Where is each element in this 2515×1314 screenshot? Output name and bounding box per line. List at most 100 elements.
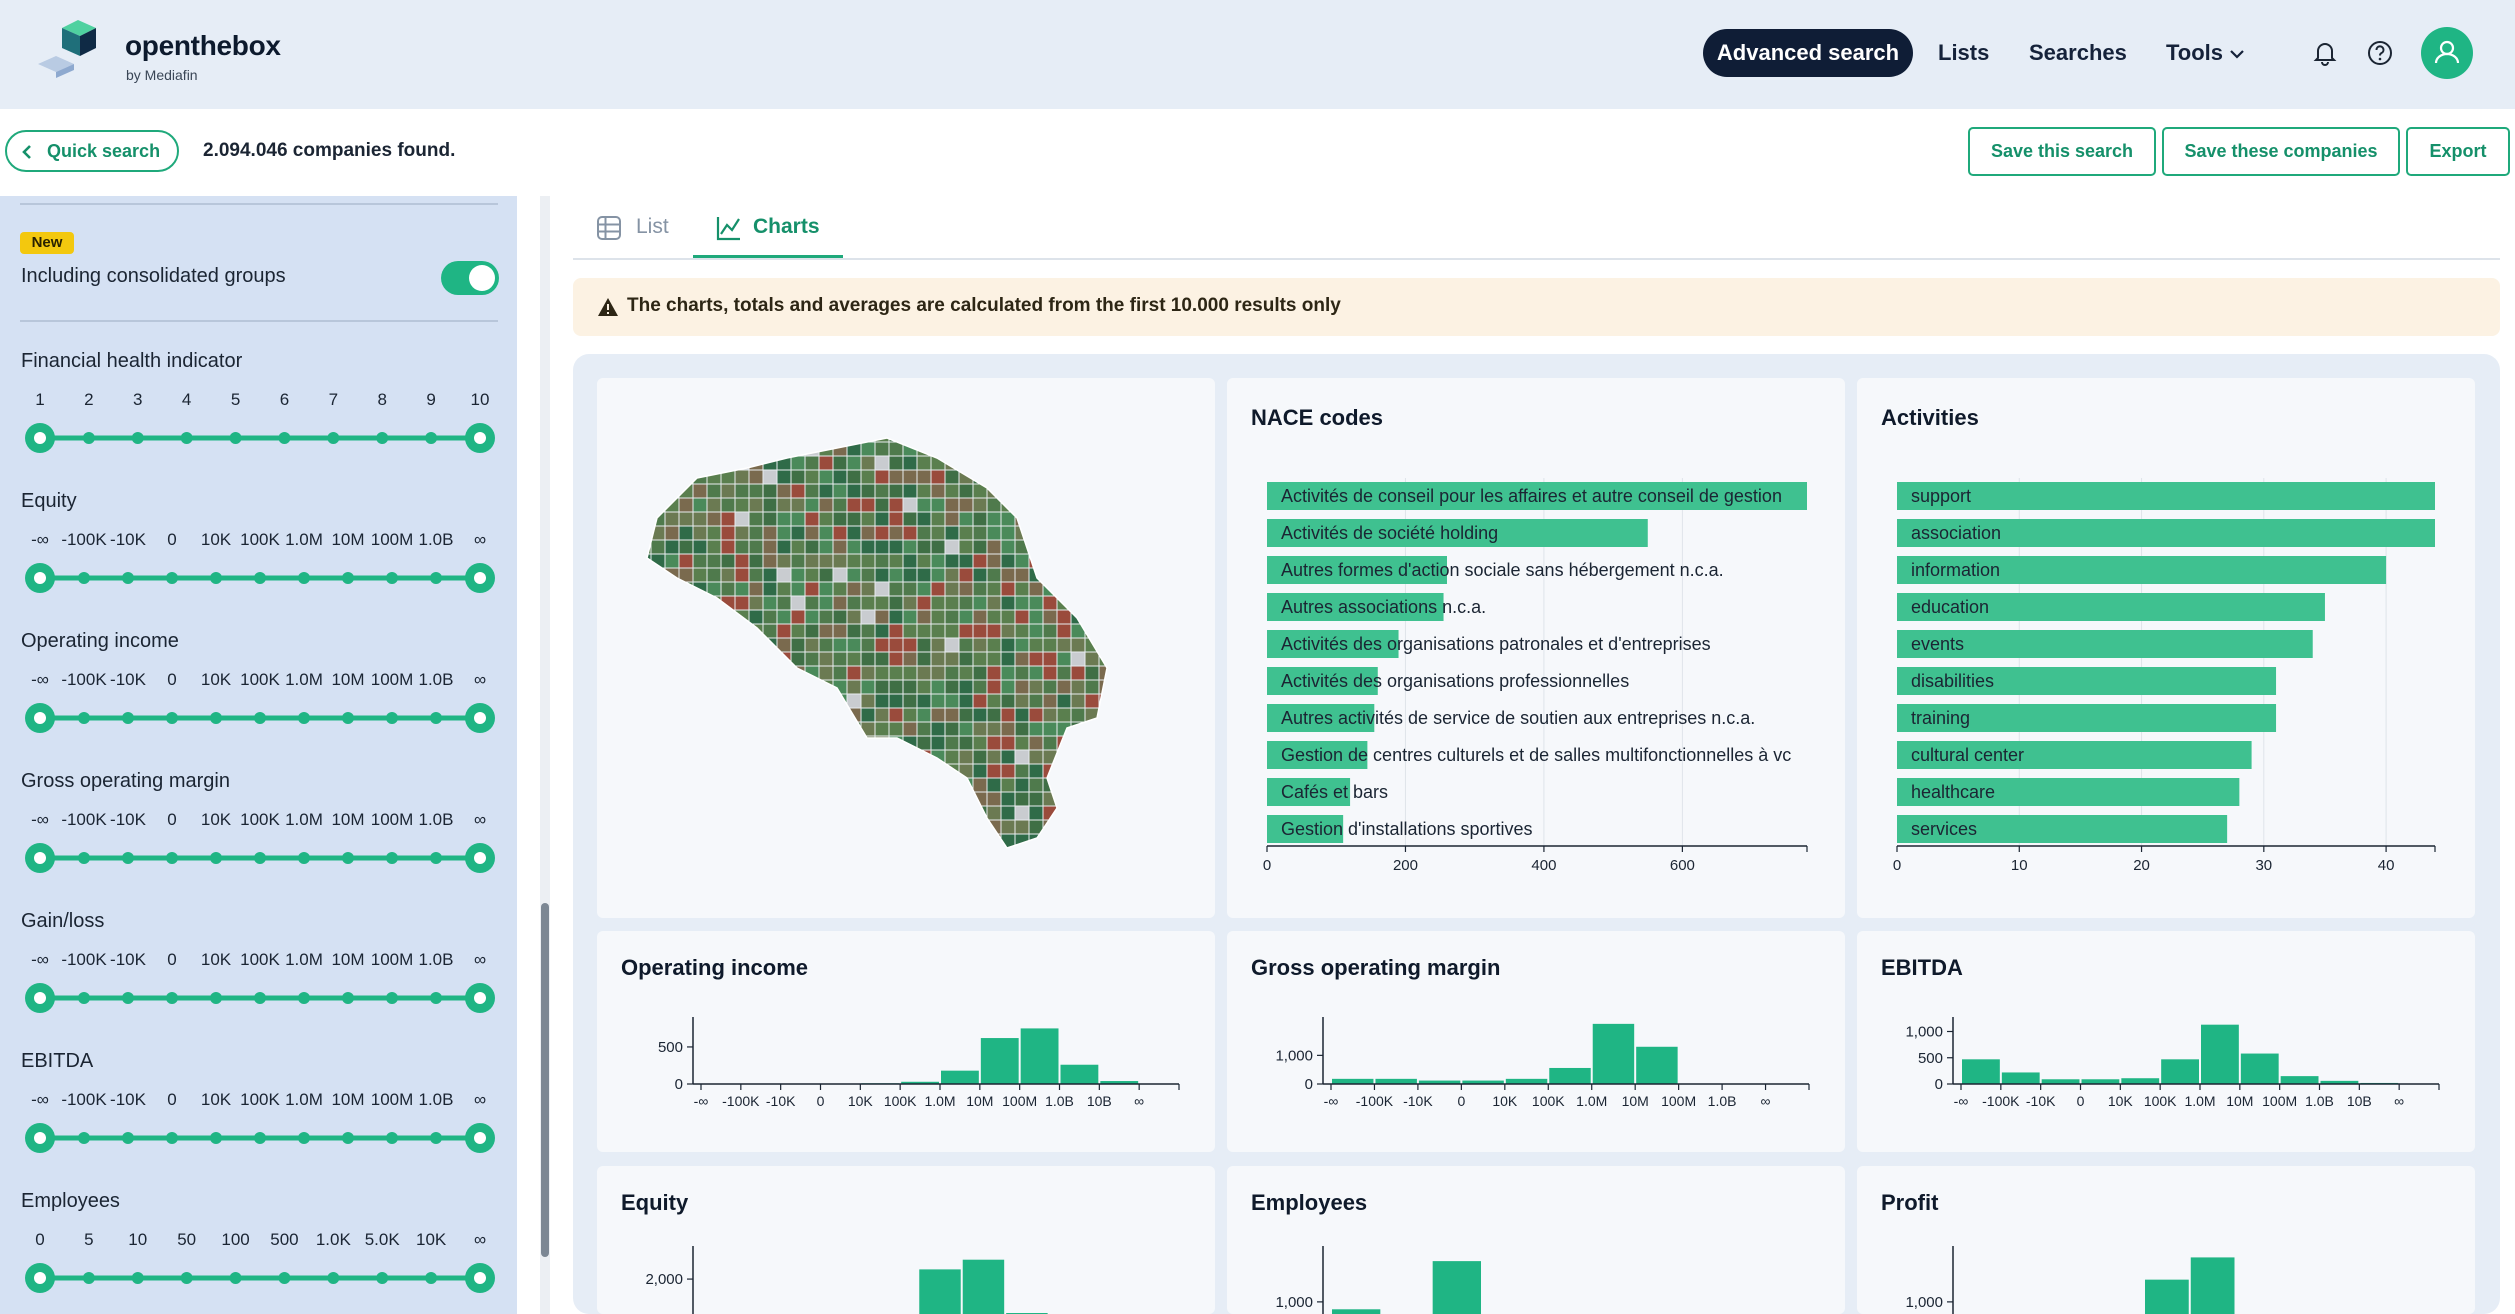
map-region[interactable] (1070, 651, 1086, 667)
map-region[interactable] (678, 553, 694, 569)
map-region[interactable] (692, 693, 708, 709)
histogram-bar[interactable] (2041, 1079, 2080, 1084)
map-region[interactable] (916, 735, 932, 751)
slider-step-dot[interactable] (386, 992, 398, 1004)
map-region[interactable] (972, 511, 988, 527)
map-region[interactable] (903, 862, 917, 868)
map-region[interactable] (1084, 833, 1100, 848)
slider-step-dot[interactable] (254, 1132, 266, 1144)
map-region[interactable] (1000, 623, 1016, 639)
map-region[interactable] (818, 483, 834, 499)
map-region[interactable] (664, 679, 680, 695)
histogram-bar[interactable] (1505, 1078, 1548, 1084)
map-region[interactable] (678, 791, 694, 807)
map-region[interactable] (1056, 637, 1072, 653)
map-region[interactable] (930, 707, 946, 723)
map-region[interactable] (1098, 497, 1113, 513)
map-region[interactable] (888, 763, 904, 779)
map-region[interactable] (1141, 652, 1155, 666)
map-region[interactable] (678, 595, 694, 611)
map-region[interactable] (860, 791, 876, 807)
map-region[interactable] (720, 651, 736, 667)
map-region[interactable] (958, 707, 974, 723)
map-region[interactable] (650, 441, 666, 457)
map-region[interactable] (1070, 455, 1086, 471)
map-region[interactable] (678, 455, 694, 471)
map-region[interactable] (1169, 862, 1177, 868)
map-region[interactable] (734, 581, 750, 597)
histogram-bar[interactable] (2240, 1053, 2279, 1084)
map-region[interactable] (1141, 862, 1155, 868)
map-region[interactable] (930, 763, 946, 779)
map-region[interactable] (916, 693, 932, 709)
map-region[interactable] (1000, 791, 1016, 807)
histogram-bar[interactable] (1332, 1078, 1374, 1084)
map-region[interactable] (1042, 567, 1058, 583)
map-region[interactable] (1028, 791, 1044, 807)
map-region[interactable] (1000, 609, 1016, 625)
map-region[interactable] (986, 651, 1002, 667)
map-region[interactable] (1042, 735, 1058, 751)
map-region[interactable] (959, 862, 973, 868)
map-region[interactable] (664, 777, 680, 793)
map-region[interactable] (1028, 651, 1044, 667)
map-region[interactable] (846, 483, 862, 499)
map-region[interactable] (637, 763, 652, 779)
map-region[interactable] (1056, 553, 1072, 569)
map-region[interactable] (1169, 764, 1177, 778)
slider-step-dot[interactable] (254, 992, 266, 1004)
map-region[interactable] (791, 862, 805, 868)
map-region[interactable] (1127, 722, 1141, 736)
map-region[interactable] (1141, 638, 1155, 652)
map-region[interactable] (1042, 497, 1058, 513)
map-region[interactable] (637, 862, 651, 868)
map-region[interactable] (762, 525, 778, 541)
slider-step-dot[interactable] (342, 852, 354, 864)
tab-list[interactable]: List (596, 210, 669, 258)
map-region[interactable] (804, 553, 820, 569)
bar[interactable] (1897, 630, 2313, 658)
map-region[interactable] (1155, 820, 1169, 834)
map-region[interactable] (930, 441, 946, 457)
map-region[interactable] (692, 623, 708, 639)
map-region[interactable] (762, 441, 778, 457)
map-region[interactable] (1127, 750, 1141, 764)
histogram-bar[interactable] (1432, 1261, 1481, 1314)
map-region[interactable] (888, 469, 904, 485)
map-region[interactable] (1028, 595, 1044, 611)
map-region[interactable] (874, 805, 890, 821)
map-region[interactable] (1113, 442, 1127, 456)
map-region[interactable] (1141, 568, 1155, 582)
map-region[interactable] (874, 707, 890, 723)
map-region[interactable] (790, 595, 806, 611)
map-region[interactable] (832, 567, 848, 583)
map-region[interactable] (944, 707, 960, 723)
histogram-bar[interactable] (941, 1070, 979, 1084)
map-region[interactable] (734, 735, 750, 751)
map-region[interactable] (888, 637, 904, 653)
histogram-bar[interactable] (1020, 1028, 1059, 1084)
map-region[interactable] (748, 735, 764, 751)
map-region[interactable] (1084, 665, 1100, 681)
nav-tools[interactable]: Tools (2148, 29, 2263, 77)
map-region[interactable] (1042, 539, 1058, 555)
map-region[interactable] (916, 455, 932, 471)
map-region[interactable] (1070, 469, 1086, 485)
map-region[interactable] (1070, 693, 1086, 709)
map-region[interactable] (1028, 693, 1044, 709)
map-region[interactable] (860, 763, 876, 779)
map-region[interactable] (804, 735, 820, 751)
map-region[interactable] (916, 847, 932, 862)
map-region[interactable] (1098, 511, 1113, 527)
slider-step-dot[interactable] (298, 852, 310, 864)
slider-step-dot[interactable] (210, 1132, 222, 1144)
map-region[interactable] (1014, 651, 1030, 667)
map-region[interactable] (720, 707, 736, 723)
map-region[interactable] (1127, 694, 1141, 708)
slider-step-dot[interactable] (78, 712, 90, 724)
map-region[interactable] (916, 805, 932, 821)
map-region[interactable] (1084, 497, 1100, 513)
map-region[interactable] (692, 665, 708, 681)
map-region[interactable] (804, 847, 820, 862)
map-region[interactable] (804, 693, 820, 709)
